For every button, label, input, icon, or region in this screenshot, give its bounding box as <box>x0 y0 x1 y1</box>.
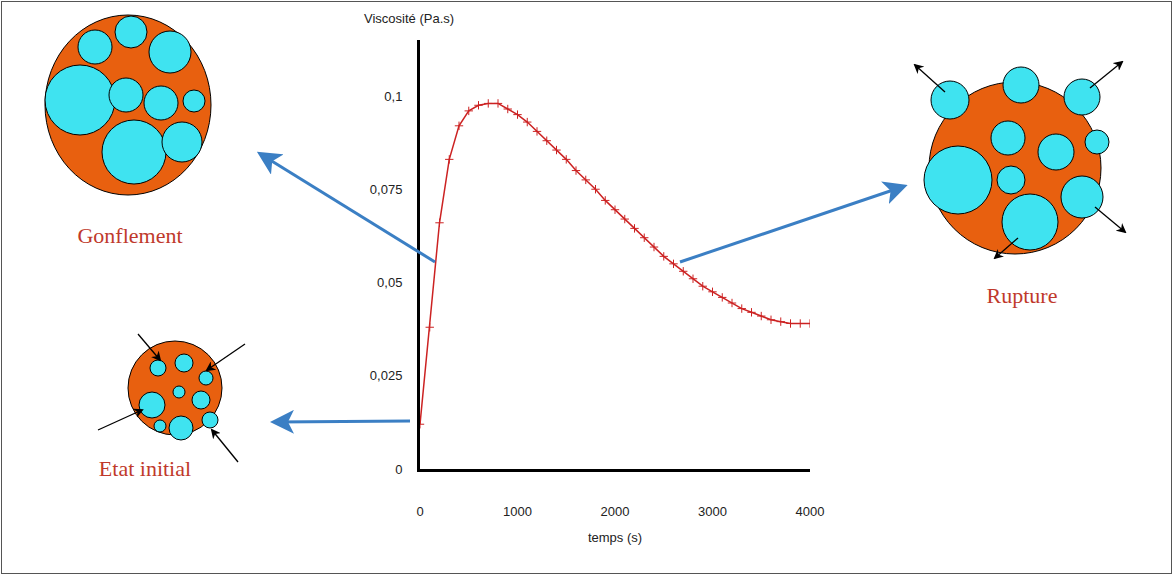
svg-text:0: 0 <box>395 462 402 477</box>
svg-text:3000: 3000 <box>698 504 727 519</box>
svg-text:0,025: 0,025 <box>370 368 403 383</box>
svg-text:0: 0 <box>416 504 423 519</box>
svg-text:Rupture: Rupture <box>987 283 1058 308</box>
svg-text:2000: 2000 <box>601 504 630 519</box>
svg-text:4000: 4000 <box>796 504 825 519</box>
svg-text:1000: 1000 <box>503 504 532 519</box>
svg-text:Viscosité (Pa.s): Viscosité (Pa.s) <box>364 11 454 26</box>
svg-text:Etat initial: Etat initial <box>99 456 191 481</box>
svg-text:0,1: 0,1 <box>384 89 402 104</box>
svg-text:0,05: 0,05 <box>377 275 402 290</box>
svg-text:0,075: 0,075 <box>370 182 403 197</box>
svg-text:temps (s): temps (s) <box>588 530 642 545</box>
svg-text:Gonflement: Gonflement <box>77 223 182 248</box>
